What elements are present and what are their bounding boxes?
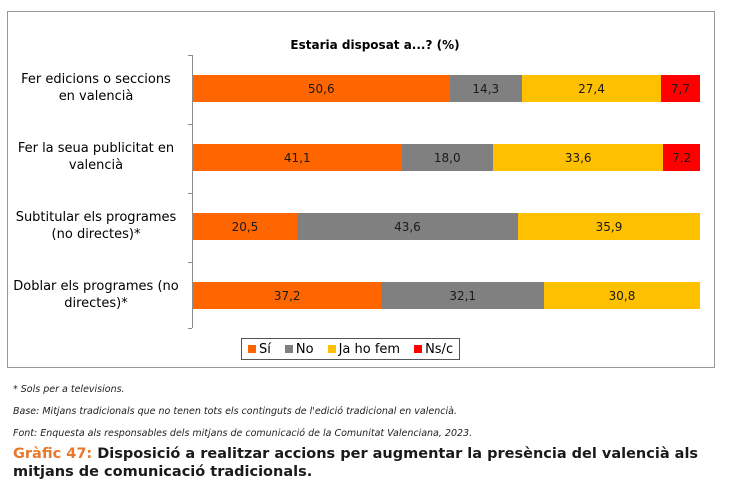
axis-tick: [188, 262, 192, 263]
data-label: 32,1: [449, 288, 477, 303]
bar-segment-ja-ho-fem: 33,6: [492, 144, 664, 171]
legend: Sí No Ja ho fem Ns/c: [241, 338, 461, 360]
bar-segment-ns-c: 7,2: [663, 144, 700, 171]
axis-tick: [188, 55, 192, 56]
bar-segment-s-: 37,2: [193, 282, 382, 309]
legend-swatch: [248, 345, 256, 353]
data-label: 27,4: [578, 81, 605, 96]
data-label: 30,8: [608, 288, 636, 303]
caption-text: Disposició a realitzar accions per augme…: [13, 446, 699, 480]
category-label: Fer la seua publicitat en valencià: [6, 140, 186, 174]
base-note: Base: Mitjans tradicionals que no tenen …: [13, 406, 457, 417]
bar-row: 41,1 18,0 33,6 7,2: [193, 144, 700, 171]
bar-segment-no: 43,6: [296, 213, 518, 240]
bar-segment-ns-c: 7,7: [660, 75, 700, 102]
figure-caption: Gràfic 47: Disposició a realitzar accion…: [13, 445, 733, 481]
bar-segment-no: 14,3: [449, 75, 523, 102]
bar-segment-ja-ho-fem: 30,8: [543, 282, 700, 309]
legend-item: Ja ho fem: [327, 341, 401, 357]
data-label: 20,5: [231, 219, 259, 234]
legend-swatch: [414, 345, 423, 353]
axis-tick: [188, 124, 192, 125]
data-label: 18,0: [433, 150, 461, 165]
chart-frame: [7, 11, 715, 368]
category-label: Subtitular els programes (no directes)*: [6, 209, 186, 243]
bar-row: 37,2 32,1 30,8: [193, 282, 700, 309]
bar-row: 50,6 14,3 27,4 7,7: [193, 75, 700, 102]
bar-segment-ja-ho-fem: 35,9: [517, 213, 700, 240]
axis-tick: [188, 328, 192, 329]
bar-segment-s-: 20,5: [193, 213, 297, 240]
data-label: 37,2: [273, 288, 301, 303]
category-label-line: directes)*: [64, 295, 128, 311]
data-label: 35,9: [595, 219, 623, 234]
source-note: Font: Enquesta als responsables dels mit…: [13, 428, 473, 439]
category-label-line: valencià: [68, 157, 124, 173]
category-label-line: Subtitular els programes: [15, 209, 177, 225]
bar-segment-s-: 50,6: [193, 75, 450, 102]
legend-item: No: [284, 341, 314, 357]
category-label-line: Fer edicions o seccions: [21, 71, 171, 87]
data-label: 41,1: [283, 150, 311, 165]
bar-segment-no: 18,0: [401, 144, 493, 171]
legend-label: Sí: [259, 341, 271, 357]
legend-label: Ja ho fem: [338, 341, 401, 357]
footnote: * Sols per a televisions.: [13, 384, 125, 395]
chart-title: Estaria disposat a...? (%): [290, 38, 460, 52]
bar-segment-s-: 41,1: [193, 144, 402, 171]
legend-swatch: [284, 345, 293, 353]
data-label: 43,6: [394, 219, 421, 234]
data-label: 33,6: [564, 150, 592, 165]
legend-label: No: [295, 341, 314, 357]
data-label: 7,2: [672, 150, 692, 165]
category-label-line: (no directes)*: [51, 226, 141, 242]
data-label: 14,3: [472, 81, 500, 96]
category-label: Doblar els programes (no directes)*: [6, 278, 186, 312]
category-label-line: Fer la seua publicitat en: [17, 140, 175, 156]
caption-number: Gràfic 47:: [13, 446, 93, 462]
category-label: Fer edicions o seccions en valencià: [6, 71, 186, 105]
bar-segment-ja-ho-fem: 27,4: [522, 75, 661, 102]
legend-label: Ns/c: [425, 341, 454, 357]
legend-item: Sí: [248, 342, 271, 357]
category-axis: [192, 55, 193, 328]
category-label-line: Doblar els programes (no: [13, 278, 179, 294]
bar-segment-no: 32,1: [381, 282, 544, 309]
data-label: 50,6: [307, 81, 335, 96]
data-label: 7,7: [670, 81, 690, 96]
legend-item: Ns/c: [414, 342, 453, 357]
legend-swatch: [327, 345, 336, 353]
axis-tick: [188, 193, 192, 194]
category-label-line: en valencià: [58, 88, 134, 104]
bar-row: 20,5 43,6 35,9: [193, 213, 700, 240]
